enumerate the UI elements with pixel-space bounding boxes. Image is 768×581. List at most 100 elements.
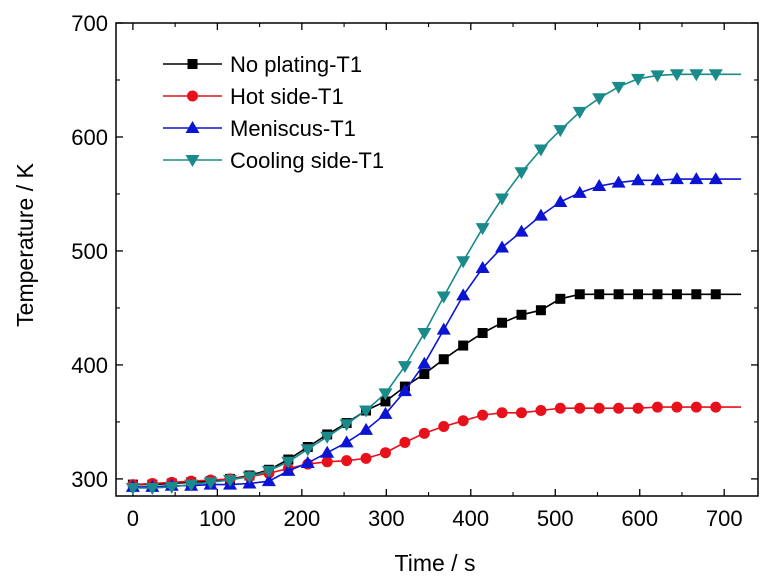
legend-marker — [187, 59, 198, 69]
x-tick-label: 700 — [706, 506, 743, 531]
data-point — [339, 419, 354, 432]
legend: No plating-T1 Hot side-T1 Meniscus-T1 Cooli… — [163, 52, 384, 173]
data-point — [223, 475, 238, 488]
legend-item: Meniscus-T1 — [163, 116, 356, 141]
series-line — [132, 293, 742, 486]
legend-marker — [185, 121, 200, 133]
data-point — [477, 328, 488, 339]
data-point — [671, 289, 682, 300]
data-point — [397, 361, 412, 374]
data-point — [592, 178, 607, 191]
data-point — [380, 396, 391, 407]
data-point — [594, 289, 605, 300]
y-tick-label: 600 — [71, 125, 108, 150]
data-point — [611, 175, 626, 188]
legend-item: Hot side-T1 — [163, 84, 344, 109]
data-point — [708, 69, 723, 82]
data-point — [611, 81, 626, 94]
data-point — [397, 384, 412, 397]
data-point — [613, 289, 624, 300]
data-point — [341, 455, 353, 467]
data-point — [689, 69, 704, 82]
data-point — [650, 70, 665, 83]
data-point — [242, 471, 257, 484]
data-point — [456, 288, 471, 301]
data-point — [359, 422, 374, 435]
data-point — [261, 465, 276, 478]
data-point — [184, 479, 199, 492]
series-line — [132, 406, 742, 486]
legend-label: Hot side-T1 — [230, 84, 344, 109]
data-point — [632, 402, 644, 414]
x-tick-label: 0 — [127, 506, 139, 531]
data-point — [125, 483, 140, 496]
data-point — [613, 402, 625, 414]
data-point — [593, 402, 605, 414]
x-axis-title: Time / s — [395, 550, 476, 576]
data-point — [477, 409, 489, 421]
data-point — [554, 402, 566, 414]
data-point — [417, 356, 432, 369]
data-point — [417, 328, 432, 341]
data-point — [320, 431, 335, 444]
data-point — [496, 407, 508, 419]
data-point — [360, 452, 372, 464]
y-tick-label: 300 — [71, 467, 108, 492]
data-point — [516, 309, 527, 320]
data-point — [514, 224, 529, 237]
data-point — [379, 447, 391, 459]
data-point — [378, 388, 393, 401]
data-point — [456, 256, 471, 269]
data-point — [574, 402, 586, 414]
data-point — [572, 185, 587, 198]
y-tick-label: 400 — [71, 353, 108, 378]
data-point — [438, 354, 449, 365]
data-point — [458, 340, 469, 351]
data-point — [535, 405, 547, 417]
data-point — [691, 289, 702, 300]
data-point — [572, 106, 587, 119]
legend-item: No plating-T1 — [163, 52, 362, 77]
x-tick-label: 100 — [199, 506, 236, 531]
data-point — [475, 223, 490, 236]
data-point — [651, 401, 663, 413]
y-tick-label: 700 — [71, 11, 108, 36]
plot-frame — [115, 22, 759, 497]
legend-marker — [185, 155, 200, 167]
data-point — [710, 289, 721, 300]
data-point — [436, 322, 451, 335]
x-tick-label: 500 — [537, 506, 574, 531]
data-point — [710, 401, 722, 413]
series-layer — [125, 69, 742, 496]
x-axis-ticks: 0 100 200 300 400 500 600 700 — [127, 23, 743, 531]
data-point — [281, 463, 296, 476]
legend-label: Cooling side-T1 — [230, 148, 384, 173]
data-point — [300, 444, 315, 457]
data-point — [631, 173, 646, 186]
data-point — [378, 406, 393, 419]
data-point — [164, 481, 179, 494]
legend-label: No plating-T1 — [230, 52, 362, 77]
data-point — [419, 369, 430, 380]
series-3 — [125, 69, 742, 496]
data-point — [633, 289, 644, 300]
data-point — [553, 194, 568, 207]
legend-item: Cooling side-T1 — [163, 148, 384, 173]
y-tick-label: 500 — [71, 239, 108, 264]
legend-label: Meniscus-T1 — [230, 116, 356, 141]
x-tick-label: 600 — [621, 506, 658, 531]
data-point — [436, 291, 451, 304]
data-point — [281, 456, 296, 469]
x-tick-label: 400 — [452, 506, 489, 531]
data-point — [418, 427, 430, 439]
data-point — [495, 193, 510, 206]
data-point — [690, 401, 702, 413]
y-axis-title: Temperature / K — [12, 163, 38, 327]
data-point — [574, 289, 585, 300]
data-point — [650, 173, 665, 186]
data-point — [708, 172, 723, 185]
data-point — [652, 289, 663, 300]
data-point — [399, 436, 411, 448]
x-tick-label: 300 — [368, 506, 405, 531]
